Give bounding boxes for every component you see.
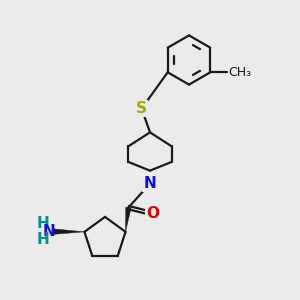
- Text: CH₃: CH₃: [228, 66, 251, 79]
- Text: H: H: [37, 232, 49, 247]
- Text: N: N: [144, 176, 156, 191]
- Text: S: S: [136, 101, 147, 116]
- Polygon shape: [125, 207, 131, 232]
- Text: N: N: [43, 224, 56, 239]
- Text: O: O: [146, 206, 159, 221]
- Polygon shape: [54, 229, 85, 234]
- Text: H: H: [37, 216, 49, 231]
